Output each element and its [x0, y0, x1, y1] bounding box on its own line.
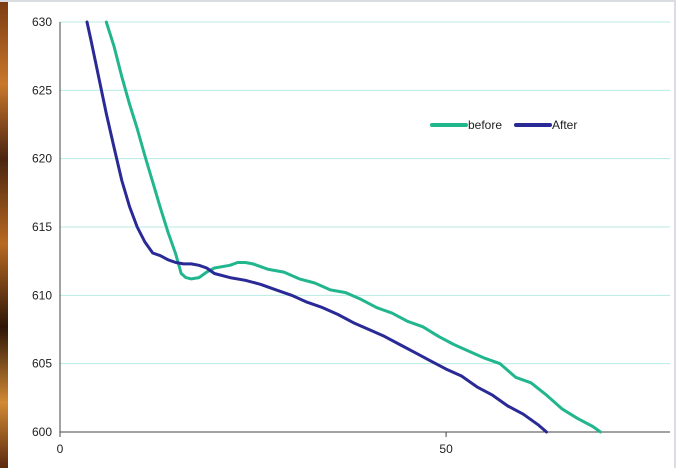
y-tick-label-610: 610 — [32, 288, 52, 302]
legend-label-after: After — [552, 118, 577, 132]
axes: 600 605 610 615 620 625 630 0 50 — [32, 15, 670, 456]
top-border-line — [0, 0, 676, 2]
y-tick-label-625: 625 — [32, 83, 52, 97]
y-tick-label-605: 605 — [32, 357, 52, 371]
left-edge-strip — [0, 0, 8, 468]
right-border-line — [674, 0, 676, 468]
y-tick-label-630: 630 — [32, 15, 52, 29]
grid-lines — [60, 21, 670, 433]
x-tick-label-50: 50 — [439, 442, 453, 456]
series-line-after — [85, 20, 548, 434]
y-tick-label-615: 615 — [32, 220, 52, 234]
series-lines — [85, 20, 602, 434]
legend-label-before: before — [468, 118, 502, 132]
y-tick-label-620: 620 — [32, 152, 52, 166]
x-tick-label-0: 0 — [57, 442, 64, 456]
y-tick-label-600: 600 — [32, 425, 52, 439]
series-line-before — [104, 20, 602, 434]
legend: before After — [430, 118, 577, 132]
